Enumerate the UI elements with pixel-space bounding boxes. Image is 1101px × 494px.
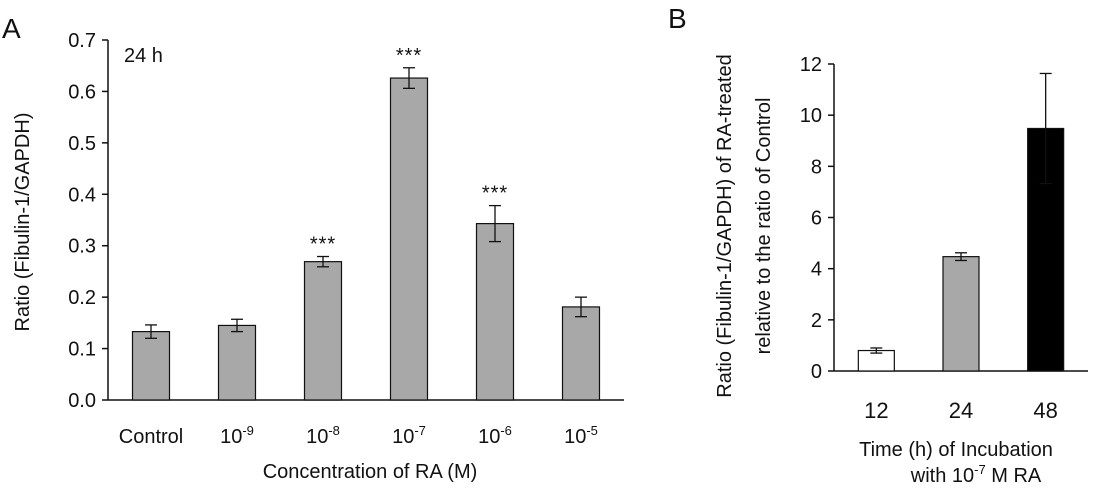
x-tick-base: 12 <box>864 398 888 423</box>
y-axis-label-a: Ratio (Fibulin-1/GAPDH) <box>12 113 34 332</box>
y-tick-label: 10 <box>800 105 822 127</box>
x-tick-base: 10 <box>306 426 328 448</box>
x-axis-label-a: Concentration of RA (M) <box>263 461 478 483</box>
x-tick-exponent: -6 <box>500 423 512 438</box>
panel-a-letter: A <box>2 13 21 44</box>
x-tick-label: Control <box>119 426 183 448</box>
y-ticks-a: 0.0 0.1 0.2 0.3 0.4 0.5 0.6 0.7 <box>68 30 108 412</box>
bar <box>389 77 429 401</box>
x-tick-exponent: -7 <box>414 423 426 438</box>
y-tick-label: 0.3 <box>68 236 96 258</box>
x-tick-base: 10 <box>220 426 242 448</box>
y-tick-label: 0.6 <box>68 81 96 103</box>
y-tick-label: 12 <box>800 54 822 76</box>
bars-b <box>857 72 1065 372</box>
significance-label: *** <box>396 45 422 67</box>
annotation-a: 24 h <box>124 45 163 67</box>
bars-a: *** *** *** <box>131 45 601 401</box>
bar <box>942 256 980 372</box>
bar <box>561 306 601 401</box>
x-ticks-b: 12 24 48 <box>864 398 1058 423</box>
x-tick-label: 10-8 <box>306 423 340 448</box>
x-tick-base: 10 <box>478 426 500 448</box>
x-tick-exponent: -8 <box>328 423 340 438</box>
y-axis-label-b-line2: relative to the ratio of Control <box>753 98 775 355</box>
significance-label: *** <box>310 234 336 256</box>
x-tick-base: 48 <box>1033 398 1057 423</box>
y-tick-label: 4 <box>811 259 822 281</box>
bar <box>303 261 343 401</box>
panel-a: 0.0 0.1 0.2 0.3 0.4 0.5 0.6 0.7 *** *** *** Contr… <box>12 30 624 483</box>
x-tick-exponent: -9 <box>242 423 254 438</box>
x-axis-label-b-line2-exp: -7 <box>974 462 986 477</box>
y-tick-label: 0.4 <box>68 184 96 206</box>
y-tick-label: 6 <box>811 208 822 230</box>
x-ticks-a: Control 10-9 10-8 10-7 10-6 10-5 <box>119 423 598 448</box>
x-tick-label: 10-5 <box>564 423 598 448</box>
y-tick-label: 2 <box>811 310 822 332</box>
x-tick-base: 10 <box>392 426 414 448</box>
y-tick-label: 0.1 <box>68 339 96 361</box>
x-tick-exponent: -5 <box>586 423 598 438</box>
x-tick-base: 24 <box>949 398 973 423</box>
x-tick-label: 10-7 <box>392 423 426 448</box>
x-axis-label-b-line2: with 10-7 M RA <box>910 462 1042 487</box>
bar <box>217 324 257 401</box>
bar <box>131 331 171 401</box>
x-axis-label-b-line2-before: with 10 <box>910 465 974 487</box>
x-tick-label: 24 <box>949 398 973 423</box>
panel-b-letter: B <box>668 3 687 34</box>
x-tick-label: 48 <box>1033 398 1057 423</box>
x-tick-label: 10-6 <box>478 423 512 448</box>
y-tick-label: 0.2 <box>68 287 96 309</box>
y-tick-label: 0.7 <box>68 30 96 52</box>
y-tick-label: 0 <box>811 361 822 383</box>
x-tick-base: Control <box>119 426 183 448</box>
significance-label: *** <box>482 183 508 205</box>
x-tick-base: 10 <box>564 426 586 448</box>
bar <box>475 223 515 401</box>
y-tick-label: 0.0 <box>68 390 96 412</box>
y-axis-label-b-line1: Ratio (Fibulin-1/GAPDH) of RA-treated <box>714 54 736 397</box>
x-tick-label: 12 <box>864 398 888 423</box>
y-tick-label: 8 <box>811 156 822 178</box>
x-axis-label-b-line1: Time (h) of Incubation <box>859 439 1053 461</box>
y-ticks-b: 0 2 4 6 8 10 12 <box>800 54 834 383</box>
y-tick-label: 0.5 <box>68 133 96 155</box>
x-tick-label: 10-9 <box>220 423 254 448</box>
x-axis-label-b-line2-after: M RA <box>986 465 1042 487</box>
